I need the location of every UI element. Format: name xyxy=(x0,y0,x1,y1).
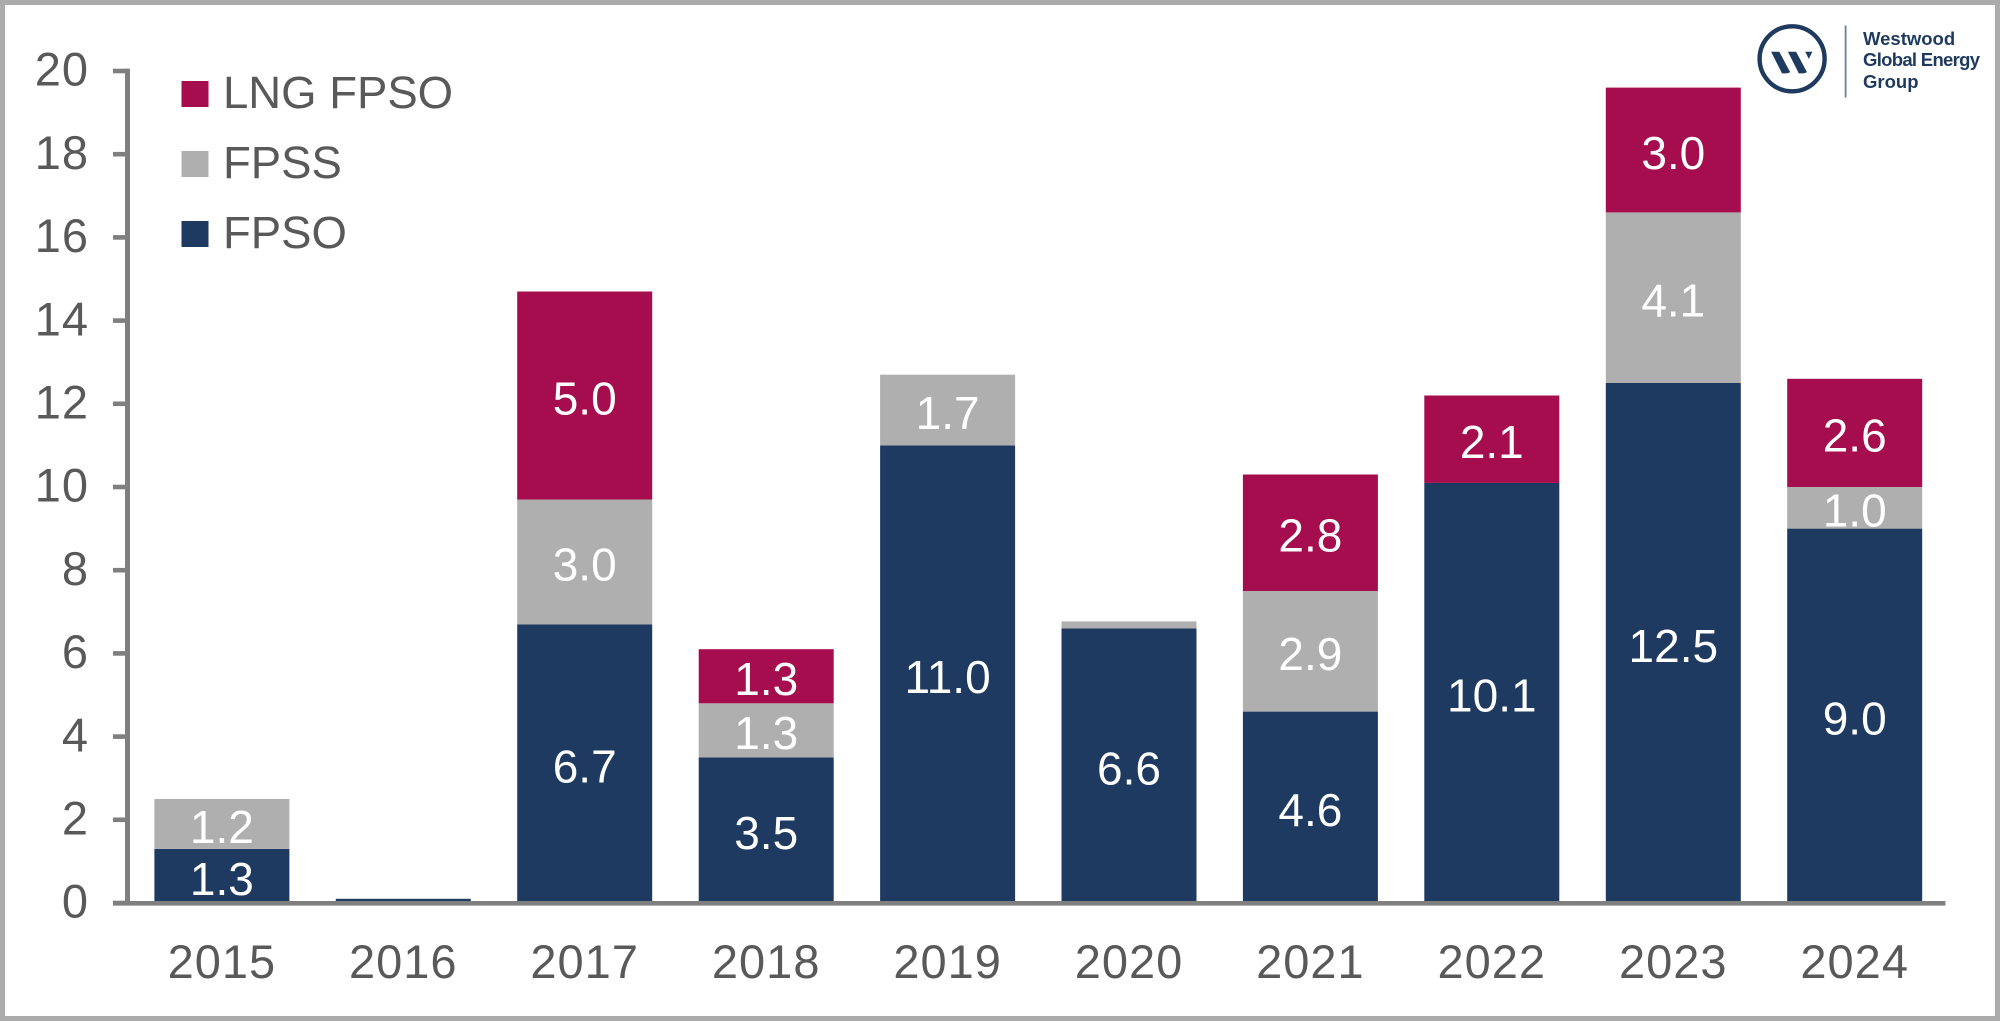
svg-text:2024: 2024 xyxy=(1800,935,1909,988)
svg-text:2023: 2023 xyxy=(1619,935,1728,988)
svg-text:2.1: 2.1 xyxy=(1460,416,1524,468)
svg-text:14: 14 xyxy=(35,292,89,345)
svg-text:FPSS: FPSS xyxy=(223,137,342,188)
svg-text:3.0: 3.0 xyxy=(1641,127,1705,179)
svg-text:6: 6 xyxy=(62,625,89,678)
svg-text:1.0: 1.0 xyxy=(1823,485,1887,537)
svg-text:3.5: 3.5 xyxy=(734,807,798,859)
svg-text:2020: 2020 xyxy=(1075,935,1184,988)
svg-text:2022: 2022 xyxy=(1438,935,1547,988)
svg-text:1.7: 1.7 xyxy=(916,387,980,439)
svg-text:4.6: 4.6 xyxy=(1278,784,1342,836)
svg-text:2015: 2015 xyxy=(168,935,277,988)
svg-text:2021: 2021 xyxy=(1256,935,1365,988)
svg-text:4: 4 xyxy=(62,708,89,761)
svg-text:2.6: 2.6 xyxy=(1823,410,1887,462)
svg-text:20: 20 xyxy=(35,43,89,96)
svg-text:16: 16 xyxy=(35,209,89,262)
svg-text:3.0: 3.0 xyxy=(553,539,617,591)
svg-text:Global Energy: Global Energy xyxy=(1863,49,1981,70)
svg-text:2017: 2017 xyxy=(530,935,639,988)
svg-text:1.3: 1.3 xyxy=(190,853,254,905)
svg-text:2019: 2019 xyxy=(893,935,1002,988)
svg-text:6.6: 6.6 xyxy=(1097,743,1161,795)
svg-text:LNG FPSO: LNG FPSO xyxy=(223,67,453,118)
svg-text:2.9: 2.9 xyxy=(1278,628,1342,680)
svg-text:1.3: 1.3 xyxy=(734,707,798,759)
svg-text:9.0: 9.0 xyxy=(1823,693,1887,745)
svg-text:8: 8 xyxy=(62,542,89,595)
svg-text:10.1: 10.1 xyxy=(1447,670,1537,722)
svg-text:2018: 2018 xyxy=(712,935,821,988)
svg-text:18: 18 xyxy=(35,126,89,179)
svg-text:5.0: 5.0 xyxy=(553,372,617,424)
svg-text:2016: 2016 xyxy=(349,935,458,988)
svg-text:2.8: 2.8 xyxy=(1278,510,1342,562)
svg-text:1.3: 1.3 xyxy=(734,653,798,705)
svg-text:0: 0 xyxy=(62,875,89,928)
svg-text:2: 2 xyxy=(62,792,89,845)
svg-text:10: 10 xyxy=(35,459,89,512)
svg-text:4.1: 4.1 xyxy=(1641,275,1705,327)
svg-text:6.7: 6.7 xyxy=(553,741,617,793)
svg-text:12: 12 xyxy=(35,376,89,429)
svg-text:11.0: 11.0 xyxy=(905,651,991,703)
svg-text:Group: Group xyxy=(1863,71,1919,92)
svg-text:1.2: 1.2 xyxy=(190,801,254,853)
svg-text:Westwood: Westwood xyxy=(1863,28,1955,49)
svg-text:12.5: 12.5 xyxy=(1629,620,1719,672)
svg-text:FPSO: FPSO xyxy=(223,207,347,258)
